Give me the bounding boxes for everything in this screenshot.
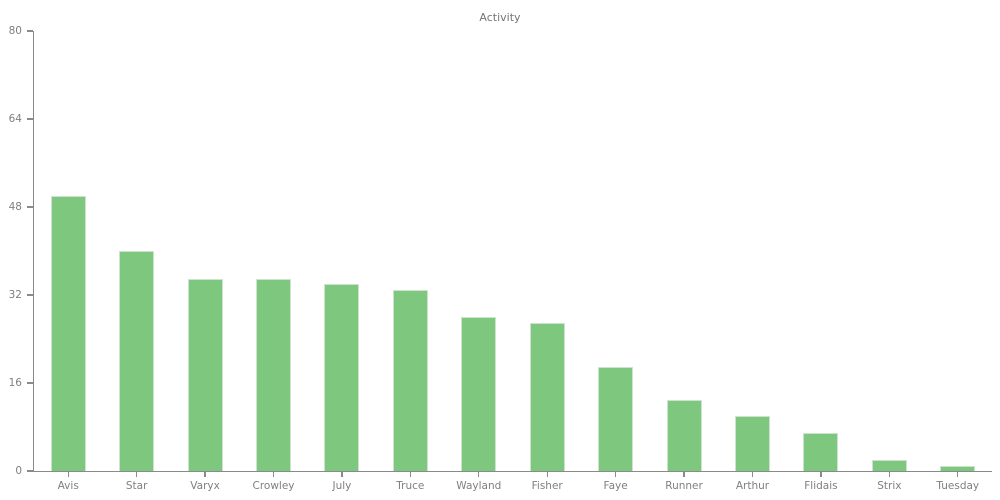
- x-axis-tick: [67, 472, 69, 478]
- bar-avis: [50, 196, 86, 471]
- x-axis-label-tuesday: Tuesday: [936, 480, 980, 492]
- x-axis-label-crowley: Crowley: [252, 480, 295, 492]
- x-axis-tick: [888, 472, 891, 478]
- y-axis-tick: [26, 30, 33, 32]
- bar-flidais: [803, 432, 839, 471]
- y-axis-tick-label: 0: [15, 465, 22, 477]
- y-axis-tick-label: 80: [8, 25, 22, 37]
- bar-strix: [871, 460, 907, 471]
- y-axis-tick: [26, 118, 33, 120]
- x-axis-tick: [751, 472, 754, 478]
- x-axis-label-faye: Faye: [603, 480, 628, 492]
- x-axis-label-fisher: Fisher: [531, 480, 563, 492]
- x-axis-tick: [478, 472, 480, 478]
- x-axis-tick: [272, 472, 275, 478]
- y-axis-tick: [26, 294, 33, 296]
- plot-area: 0 16 32 48 64 80 Avis Star Varyx Crowley July Truce…: [9, 25, 992, 492]
- x-axis-label-truce: Truce: [396, 480, 425, 492]
- bar-truce: [392, 289, 428, 471]
- x-axis-label-varyx: Varyx: [190, 480, 220, 492]
- x-axis-tick: [820, 472, 822, 478]
- bar-arthur: [735, 416, 770, 471]
- bar-varyx: [187, 278, 223, 471]
- y-axis-tick-label: 64: [8, 113, 22, 125]
- chart-title: Activity: [479, 11, 521, 24]
- bar-fisher: [529, 322, 565, 471]
- x-axis-label-runner: Runner: [665, 480, 703, 492]
- x-axis-label-strix: Strix: [877, 480, 902, 492]
- y-axis-tick-label: 48: [8, 201, 22, 213]
- bar-july: [324, 284, 360, 471]
- y-axis-tick-label: 32: [8, 289, 22, 301]
- x-axis-tick: [683, 472, 685, 478]
- bar-tuesday: [940, 465, 976, 471]
- x-axis-label-avis: Avis: [57, 480, 79, 492]
- x-axis-tick: [614, 472, 617, 478]
- x-axis-label-arthur: Arthur: [735, 480, 770, 492]
- x-axis-label-wayland: Wayland: [456, 480, 502, 492]
- x-axis-tick: [204, 472, 206, 478]
- y-axis-tick: [26, 206, 33, 208]
- x-axis-label-flidais: Flidais: [804, 480, 838, 492]
- y-axis-tick-label: 16: [8, 377, 22, 389]
- x-axis-tick: [546, 472, 548, 478]
- x-axis-tick: [409, 472, 412, 478]
- bar-wayland: [461, 317, 497, 471]
- bar-crowley: [256, 278, 291, 471]
- y-axis-tick: [26, 470, 33, 472]
- bar-faye: [598, 366, 634, 471]
- x-axis-tick: [957, 472, 959, 478]
- bar-runner: [666, 399, 702, 471]
- bar-star: [119, 251, 155, 471]
- x-axis-tick: [135, 472, 138, 478]
- x-axis-label-july: July: [332, 480, 352, 492]
- x-axis-label-star: Star: [125, 480, 148, 492]
- y-axis-tick: [26, 382, 33, 384]
- x-axis-tick: [341, 472, 343, 478]
